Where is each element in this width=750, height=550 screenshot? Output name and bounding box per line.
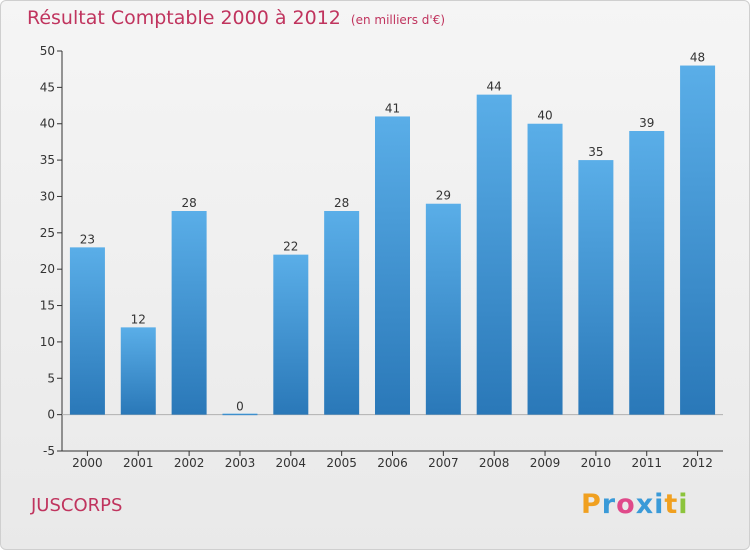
y-tick-label: 25 bbox=[40, 226, 55, 240]
bar-2006 bbox=[375, 116, 410, 415]
data-label-2003: 0 bbox=[236, 400, 244, 414]
bar-2009 bbox=[527, 123, 563, 415]
bar-2012 bbox=[680, 65, 716, 415]
y-tick-label: 40 bbox=[40, 117, 55, 131]
data-label-2004: 22 bbox=[283, 240, 298, 254]
bar-2008 bbox=[476, 94, 512, 415]
data-label-2005: 28 bbox=[334, 196, 349, 210]
brand-letter: t bbox=[664, 489, 679, 520]
x-tick-label-2002: 2002 bbox=[174, 456, 205, 470]
brand-letter: i bbox=[678, 489, 689, 520]
y-tick-label: 50 bbox=[40, 44, 55, 58]
y-tick-label: 0 bbox=[47, 408, 55, 422]
brand-letter: i bbox=[654, 489, 665, 520]
y-tick-label: 35 bbox=[40, 153, 55, 167]
bar-2004 bbox=[273, 254, 309, 415]
bars bbox=[69, 65, 716, 416]
data-label-2001: 12 bbox=[131, 312, 146, 326]
commune-name: JUSCORPS bbox=[31, 495, 123, 516]
labels: -5 0 5 10 15 20 25 30 35 40 45 50 23 2000 12 2001 28 2002… bbox=[40, 44, 713, 470]
chart-title-text: Résultat Comptable 2000 à 2012 bbox=[27, 7, 341, 29]
brand-letter: o bbox=[616, 489, 636, 520]
x-tick-label-2003: 2003 bbox=[225, 456, 256, 470]
x-tick-label-2005: 2005 bbox=[326, 456, 357, 470]
brand-letter: x bbox=[635, 489, 655, 520]
data-label-2000: 23 bbox=[80, 232, 95, 246]
x-tick-label-2010: 2010 bbox=[581, 456, 612, 470]
brand-letter: P bbox=[581, 489, 602, 520]
y-tick-label: 15 bbox=[40, 299, 55, 313]
bar-2007 bbox=[425, 203, 461, 415]
chart-subtitle: (en milliers d'€) bbox=[350, 13, 446, 27]
y-tick-label: 10 bbox=[40, 335, 55, 349]
data-label-2006: 41 bbox=[385, 101, 400, 115]
y-tick-label: 20 bbox=[40, 262, 55, 276]
brand-letter: r bbox=[601, 489, 617, 520]
bar-2011 bbox=[629, 131, 665, 415]
brand-logo: Proxiti bbox=[581, 489, 689, 520]
bar-2010 bbox=[578, 160, 614, 415]
y-tick-label: 5 bbox=[47, 371, 55, 385]
y-tick-label: -5 bbox=[43, 444, 55, 458]
x-tick-label-2009: 2009 bbox=[530, 456, 561, 470]
data-label-2012: 48 bbox=[690, 51, 705, 65]
data-label-2008: 44 bbox=[487, 80, 502, 94]
y-tick-label: 30 bbox=[40, 189, 55, 203]
data-label-2002: 28 bbox=[181, 196, 196, 210]
chart-title: Résultat Comptable 2000 à 2012 (en millie… bbox=[27, 7, 445, 29]
x-tick-label-2007: 2007 bbox=[428, 456, 459, 470]
x-tick-label-2001: 2001 bbox=[123, 456, 154, 470]
bar-2005 bbox=[324, 211, 360, 415]
y-tick-label: 45 bbox=[40, 80, 55, 94]
data-label-2007: 29 bbox=[436, 189, 451, 203]
x-tick-label-2000: 2000 bbox=[72, 456, 103, 470]
data-label-2011: 39 bbox=[639, 116, 654, 130]
x-tick-label-2012: 2012 bbox=[682, 456, 713, 470]
data-label-2009: 40 bbox=[537, 109, 552, 123]
bar-2003 bbox=[222, 413, 258, 416]
bar-2000 bbox=[69, 247, 105, 415]
x-tick-label-2011: 2011 bbox=[631, 456, 662, 470]
x-tick-label-2008: 2008 bbox=[479, 456, 510, 470]
data-label-2010: 35 bbox=[588, 145, 603, 159]
bar-2002 bbox=[171, 211, 207, 415]
x-tick-label-2006: 2006 bbox=[377, 456, 408, 470]
bar-2001 bbox=[120, 327, 156, 415]
x-tick-label-2004: 2004 bbox=[276, 456, 307, 470]
